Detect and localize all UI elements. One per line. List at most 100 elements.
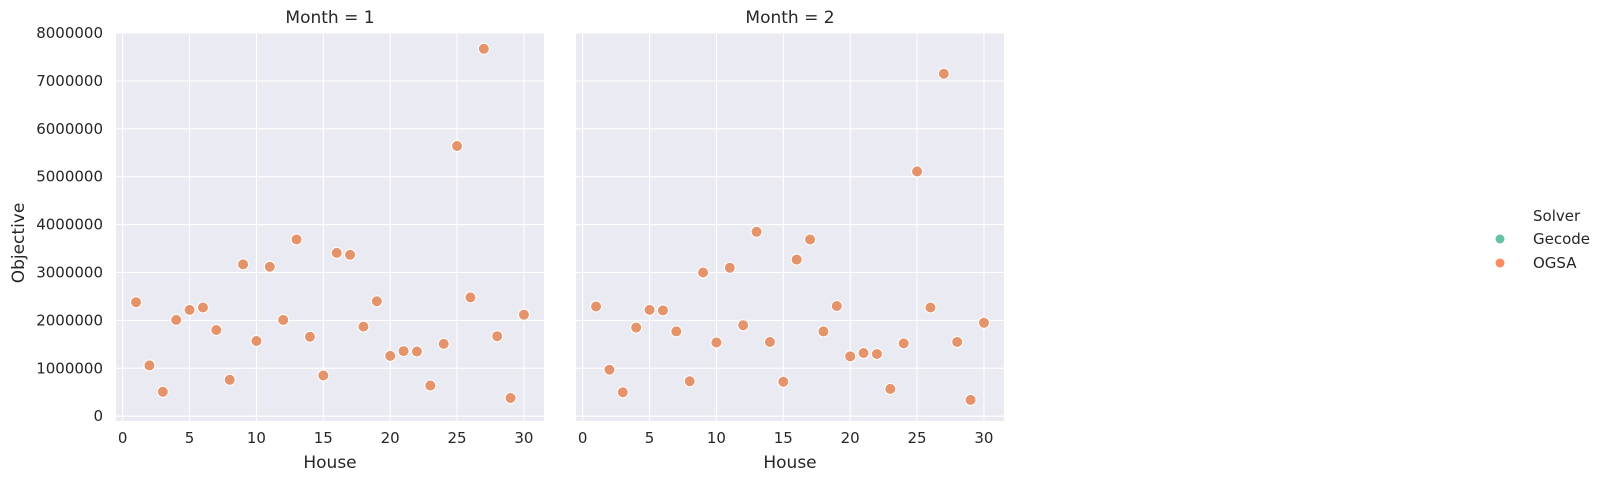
legend: Solver Gecode OGSA	[1495, 207, 1590, 272]
series-ogsa	[130, 42, 530, 405]
data-point	[370, 295, 383, 308]
facet-panel-2: Month = 2 0 5 10 15 20 25 30 House	[576, 8, 1004, 473]
legend-marker-gecode	[1495, 234, 1505, 244]
x-tick-label: 5	[185, 429, 195, 447]
facet-panel-1: Month = 1 0 5 10 15 20 25 30 0 1000000 2000000 3000…	[36, 8, 544, 473]
plot-background	[116, 33, 544, 421]
y-tick-label: 3000000	[36, 264, 103, 282]
data-point	[763, 335, 776, 348]
data-point	[616, 386, 629, 399]
x-tick-label: 10	[707, 429, 726, 447]
data-point	[303, 330, 316, 343]
x-tick-label: 5	[645, 429, 655, 447]
data-point	[491, 330, 504, 343]
data-point	[156, 385, 169, 398]
data-point	[330, 246, 343, 259]
x-tick-label: 0	[578, 429, 588, 447]
data-point	[451, 140, 464, 153]
data-point	[130, 296, 143, 309]
data-point	[250, 335, 263, 348]
data-point	[924, 301, 937, 314]
data-point	[804, 233, 817, 246]
legend-entry-gecode: Gecode	[1495, 230, 1590, 248]
data-point	[464, 291, 477, 304]
facet-grid: Month = 1 0 5 10 15 20 25 30 0 1000000 2000000 3000…	[36, 8, 1004, 473]
data-point	[830, 300, 843, 313]
data-point	[656, 304, 669, 317]
data-point	[317, 369, 330, 382]
data-point	[183, 303, 196, 316]
data-point	[196, 301, 209, 314]
x-tick-label: 15	[774, 429, 793, 447]
data-point	[817, 325, 830, 338]
data-point	[911, 165, 924, 178]
y-axis-label: Objective	[9, 203, 29, 284]
y-tick-label: 2000000	[36, 311, 103, 329]
legend-entry-ogsa: OGSA	[1495, 254, 1577, 272]
series-ogsa	[590, 67, 990, 406]
data-point	[870, 347, 883, 360]
data-point	[384, 349, 397, 362]
plot-background	[576, 33, 1004, 421]
data-point	[344, 248, 357, 261]
data-point	[277, 313, 290, 326]
x-tick-label: 30	[974, 429, 993, 447]
x-tick-label: 20	[841, 429, 860, 447]
data-point	[590, 300, 603, 313]
legend-marker-ogsa	[1495, 258, 1505, 268]
x-tick-label: 25	[908, 429, 927, 447]
data-point	[603, 363, 616, 376]
data-point	[504, 392, 517, 405]
y-tick-label: 6000000	[36, 120, 103, 138]
y-tick-label: 8000000	[36, 24, 103, 42]
data-point	[723, 261, 736, 274]
legend-label-ogsa: OGSA	[1533, 254, 1577, 272]
data-point	[964, 393, 977, 406]
data-point	[437, 337, 450, 350]
data-point	[477, 42, 490, 55]
data-point	[951, 335, 964, 348]
data-point	[844, 350, 857, 363]
y-tick-label: 1000000	[36, 359, 103, 377]
legend-title: Solver	[1533, 207, 1581, 225]
data-point	[357, 320, 370, 333]
data-point	[210, 323, 223, 336]
data-point	[517, 308, 530, 321]
legend-label-gecode: Gecode	[1533, 230, 1590, 248]
data-point	[290, 233, 303, 246]
data-point	[710, 336, 723, 349]
x-tick-label: 10	[247, 429, 266, 447]
data-point	[897, 337, 910, 350]
y-tick-label: 7000000	[36, 72, 103, 90]
data-point	[790, 253, 803, 266]
data-point	[237, 258, 250, 271]
data-point	[223, 373, 236, 386]
data-point	[977, 316, 990, 329]
facet-title: Month = 1	[285, 8, 374, 28]
x-axis-label: House	[763, 453, 816, 473]
x-tick-label: 30	[514, 429, 533, 447]
x-tick-label: 25	[448, 429, 467, 447]
x-axis-label: House	[303, 453, 356, 473]
data-point	[170, 313, 183, 326]
data-point	[630, 321, 643, 334]
data-point	[263, 260, 276, 273]
data-point	[643, 303, 656, 316]
data-point	[143, 359, 156, 372]
data-point	[697, 266, 710, 279]
data-point	[397, 345, 410, 358]
y-tick-label: 5000000	[36, 168, 103, 186]
x-tick-label: 15	[314, 429, 333, 447]
y-tick-label: 4000000	[36, 216, 103, 234]
data-point	[683, 375, 696, 388]
data-point	[777, 375, 790, 388]
y-tick-label: 0	[93, 407, 103, 425]
x-tick-label: 0	[118, 429, 128, 447]
data-point	[670, 325, 683, 338]
data-point	[410, 345, 423, 358]
data-point	[884, 382, 897, 395]
data-point	[737, 319, 750, 332]
data-point	[937, 67, 950, 80]
data-point	[424, 379, 437, 392]
